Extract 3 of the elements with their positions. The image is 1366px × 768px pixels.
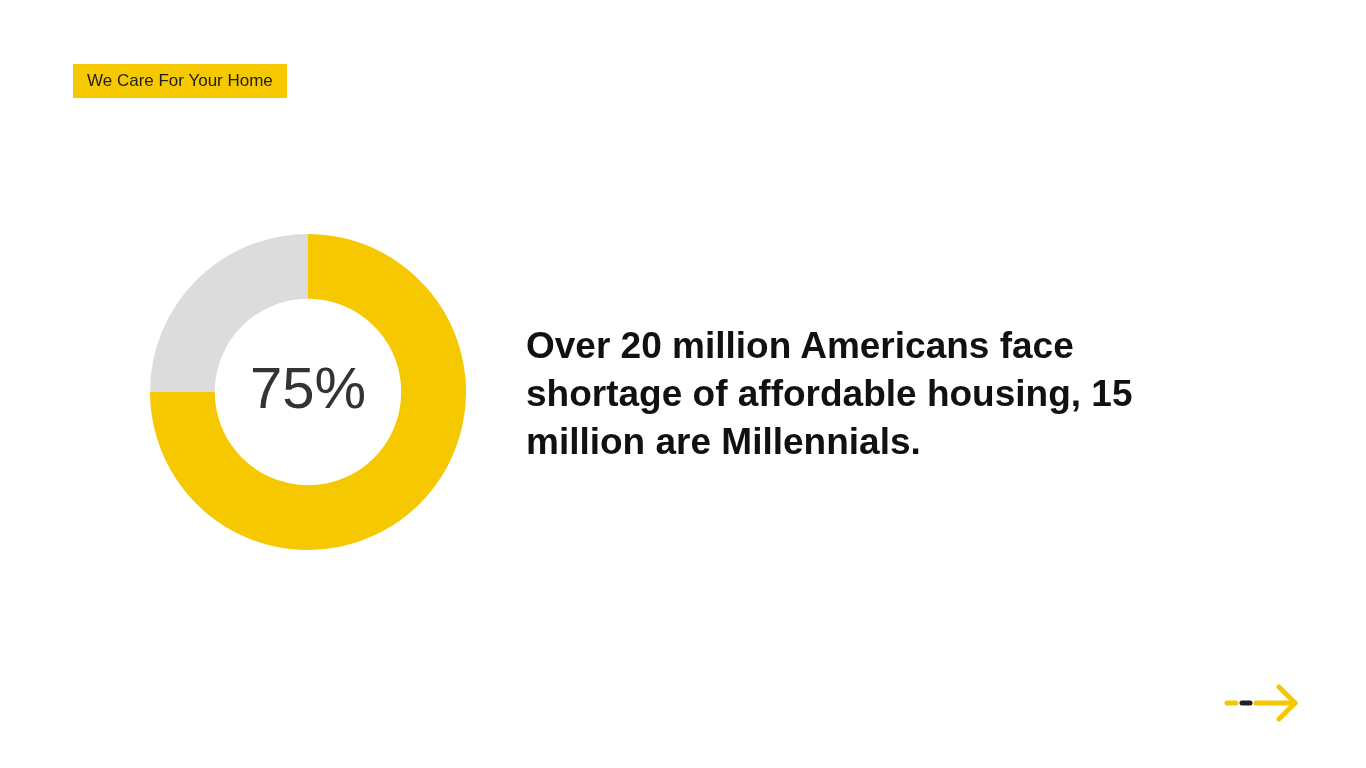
text: We Care For Your Home — [73, 64, 287, 98]
data-label: 75% — [249, 355, 367, 420]
text: Over 20 million Americans face shortage of affordable housing, 15 million are Millennials. — [526, 324, 1134, 464]
